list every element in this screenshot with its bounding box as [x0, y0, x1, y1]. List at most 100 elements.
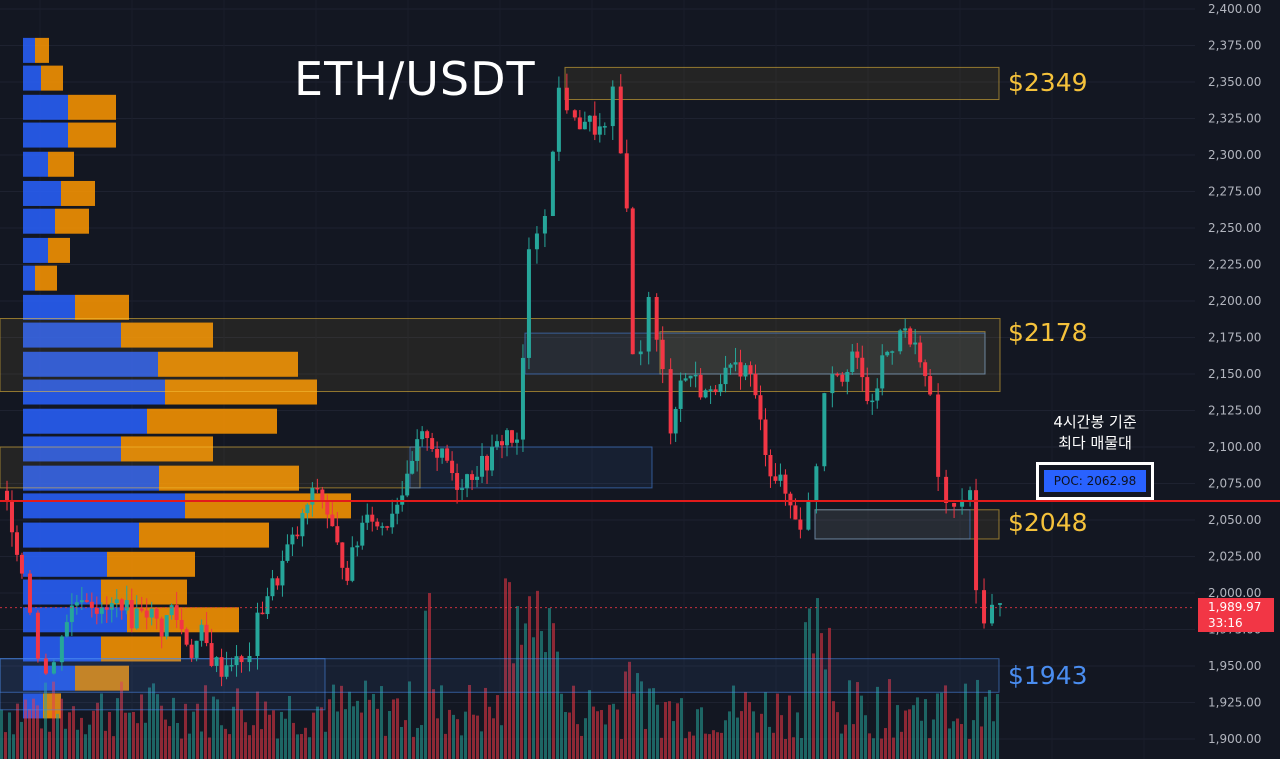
candle-body	[898, 330, 903, 352]
volume-bar	[920, 720, 923, 759]
candle-body	[890, 351, 895, 353]
volume-bar	[0, 709, 3, 759]
price-axis[interactable]: 2,400.00 2,375.00 2,350.00 2,325.00 2,300.00…	[1208, 2, 1261, 746]
countdown-timer: 33:16	[1208, 616, 1243, 630]
volume-bar	[284, 718, 287, 759]
volume-bar	[872, 738, 875, 759]
candle-body	[534, 233, 539, 250]
candle-body	[149, 608, 154, 618]
candle-body	[410, 460, 415, 474]
volume-bar	[976, 679, 979, 759]
volume-bar	[124, 712, 127, 759]
candle-body	[499, 441, 504, 446]
vp-bar-blue	[23, 208, 55, 234]
candle-body	[646, 296, 651, 352]
volume-bar	[332, 684, 335, 759]
candle-body	[179, 619, 184, 630]
volume-bar	[256, 691, 259, 759]
volume-bar	[876, 686, 879, 759]
volume-bar	[36, 705, 39, 759]
volume-bar	[84, 734, 87, 759]
volume-bar	[48, 731, 51, 759]
volume-bar	[164, 719, 167, 759]
volume-bar	[516, 606, 519, 759]
volume-bar	[476, 715, 479, 759]
candle-body	[944, 476, 949, 503]
candle-body	[768, 455, 773, 477]
volume-bar	[972, 720, 975, 759]
candle-body	[350, 547, 355, 581]
volume-bar	[584, 718, 587, 759]
vp-bar-orange	[35, 37, 49, 63]
volume-bar	[76, 729, 79, 759]
vp-bar-blue	[23, 37, 35, 63]
volume-bar	[228, 734, 231, 759]
volume-bar	[68, 712, 71, 759]
annotation-line1: 4시간봉 기준	[1053, 413, 1137, 431]
volume-bar	[260, 729, 263, 759]
candle-body	[918, 342, 923, 363]
volume-bar	[800, 737, 803, 759]
volume-bar	[732, 685, 735, 759]
candle-body	[4, 490, 9, 502]
volume-bar	[108, 711, 111, 759]
candle-body	[270, 578, 275, 597]
level-label-2048: $2048	[1008, 507, 1088, 537]
volume-bar	[904, 710, 907, 759]
volume-bar	[548, 608, 551, 759]
volume-bar	[396, 698, 399, 759]
volume-bar	[428, 593, 431, 759]
candle-body	[830, 373, 835, 394]
vp-bar-orange	[35, 265, 57, 291]
candle-body	[748, 365, 753, 374]
vp-bar-blue	[23, 607, 127, 633]
vp-bar-orange	[101, 636, 181, 662]
candle-body	[255, 612, 260, 656]
volume-bar	[208, 737, 211, 759]
volume-bar	[440, 685, 443, 759]
volume-bar	[236, 688, 239, 759]
volume-bar	[204, 685, 207, 759]
volume-bar	[596, 711, 599, 759]
volume-bar	[532, 637, 535, 759]
volume-bar	[660, 737, 663, 759]
volume-bar	[924, 699, 927, 759]
volume-bar	[508, 582, 511, 759]
candle-body	[390, 513, 395, 528]
current-price-value: 1,989.97	[1208, 600, 1262, 614]
volume-bar	[840, 733, 843, 759]
candle-body	[990, 604, 995, 624]
poc-label[interactable]: POC: 2062.98	[1044, 470, 1146, 492]
volume-bar	[28, 709, 31, 759]
y-tick-label: 2,300.00	[1208, 148, 1261, 162]
candle-body	[968, 490, 973, 500]
volume-bar	[908, 709, 911, 759]
candle-body	[290, 534, 295, 545]
candle-body	[89, 601, 94, 608]
volume-bar	[248, 735, 251, 759]
volume-bar	[464, 711, 467, 759]
volume-bar	[700, 707, 703, 759]
candle-body	[139, 608, 144, 611]
zone-blue	[814, 509, 971, 540]
candle-body	[420, 431, 425, 440]
candle-body	[875, 388, 880, 401]
volume-bar	[344, 709, 347, 759]
volume-bar	[52, 681, 55, 759]
volume-bar	[144, 722, 147, 759]
volume-bar	[116, 698, 119, 759]
candle-body	[247, 655, 252, 663]
volume-bar	[172, 697, 175, 759]
candle-body	[758, 395, 763, 420]
candle-body	[325, 501, 330, 515]
candle-body	[234, 656, 239, 666]
level-label-2349: $2349	[1008, 68, 1088, 98]
volume-bar	[720, 732, 723, 759]
candle-body	[592, 115, 597, 135]
current-price-tag[interactable]: 1,989.97 33:16	[1198, 598, 1274, 632]
candle-body	[119, 599, 124, 611]
volume-bar	[136, 723, 139, 759]
candle-body	[450, 460, 455, 474]
candle-body	[743, 365, 748, 377]
